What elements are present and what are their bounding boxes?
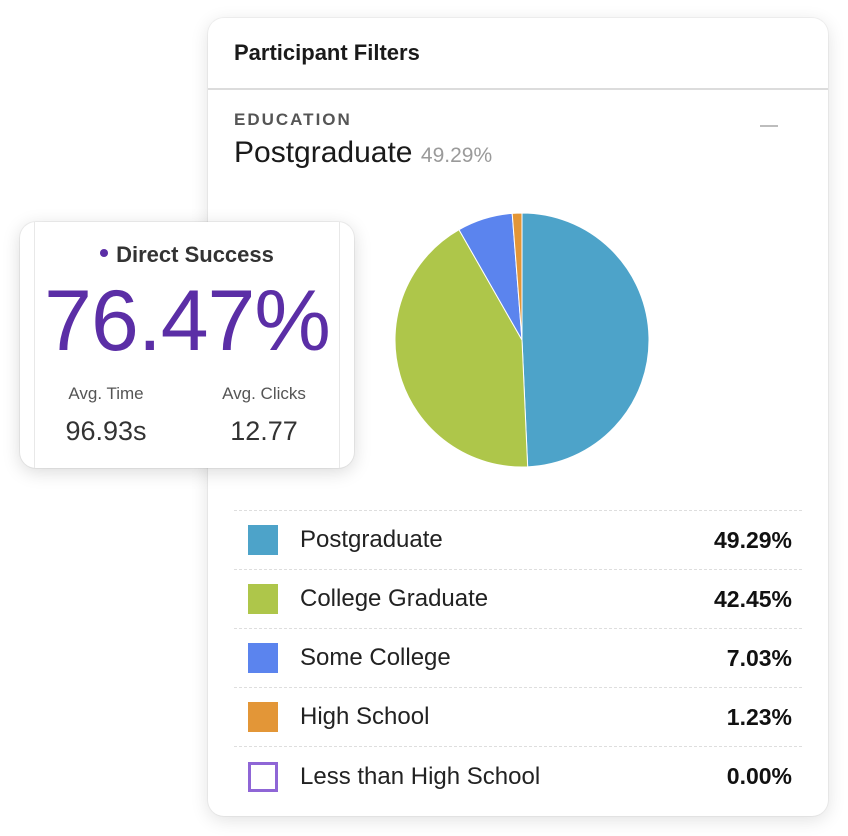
legend-row[interactable]: College Graduate 42.45% bbox=[234, 570, 802, 629]
card-title-label: Direct Success bbox=[116, 242, 274, 267]
legend-swatch bbox=[248, 643, 278, 673]
legend-label: College Graduate bbox=[300, 585, 489, 612]
legend-row[interactable]: Less than High School 0.00% bbox=[234, 747, 802, 806]
collapse-icon[interactable] bbox=[760, 125, 778, 127]
legend-swatch bbox=[248, 584, 278, 614]
education-legend: Postgraduate 49.29% College Graduate 42.45%… bbox=[234, 510, 802, 806]
legend-value: 7.03% bbox=[726, 644, 792, 671]
legend-value: 49.29% bbox=[713, 526, 792, 553]
direct-success-card: Direct Success 76.47% Avg. Time 96.93s A… bbox=[20, 222, 354, 468]
selected-filter: Postgraduate 49.29% bbox=[234, 136, 492, 170]
legend-swatch bbox=[248, 702, 278, 732]
legend-label: Postgraduate bbox=[300, 526, 443, 553]
pie-slice-high-school[interactable] bbox=[511, 212, 523, 341]
legend-row[interactable]: High School 1.23% bbox=[234, 688, 802, 747]
participant-filters-panel: Participant Filters EDUCATION Postgradua… bbox=[208, 18, 828, 816]
legend-value: 42.45% bbox=[713, 585, 792, 612]
card-title: Direct Success bbox=[35, 242, 339, 268]
legend-value: 0.00% bbox=[726, 763, 792, 789]
education-section-label: EDUCATION bbox=[234, 110, 352, 129]
status-dot-icon bbox=[100, 249, 109, 258]
education-pie-chart[interactable] bbox=[394, 212, 650, 468]
legend-value: 1.23% bbox=[726, 703, 792, 730]
avg-clicks-value: 12.77 bbox=[230, 416, 298, 446]
avg-time-stat: Avg. Time 96.93s bbox=[41, 384, 171, 447]
legend-row[interactable]: Postgraduate 49.29% bbox=[234, 511, 802, 570]
selected-filter-name: Postgraduate bbox=[234, 136, 413, 169]
legend-label: Less than High School bbox=[300, 762, 541, 790]
legend-swatch bbox=[248, 525, 278, 555]
selected-filter-percent: 49.29% bbox=[420, 144, 493, 167]
avg-time-value: 96.93s bbox=[65, 416, 147, 446]
panel-title: Participant Filters bbox=[208, 18, 828, 90]
avg-time-label: Avg. Time bbox=[68, 384, 144, 403]
legend-label: Some College bbox=[300, 644, 451, 671]
pie-slice-postgraduate[interactable] bbox=[521, 212, 650, 468]
legend-label: High School bbox=[300, 703, 430, 730]
legend-row[interactable]: Some College 7.03% bbox=[234, 629, 802, 688]
card-body: Direct Success 76.47% Avg. Time 96.93s A… bbox=[34, 222, 340, 468]
avg-clicks-stat: Avg. Clicks 12.77 bbox=[199, 384, 329, 447]
pie-slice-college-graduate[interactable] bbox=[394, 229, 529, 468]
legend-swatch bbox=[248, 761, 278, 792]
avg-clicks-label: Avg. Clicks bbox=[222, 384, 306, 403]
direct-success-value: 76.47% bbox=[44, 273, 331, 369]
